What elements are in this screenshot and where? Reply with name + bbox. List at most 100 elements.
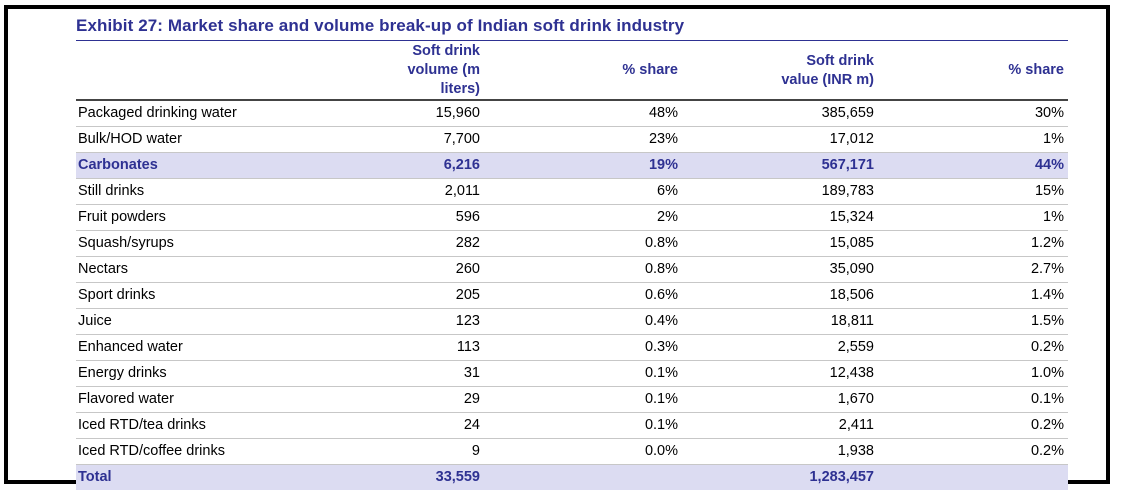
row-value-share: 44% xyxy=(878,153,1068,179)
header-value-share: % share xyxy=(878,42,1068,100)
row-value-share: 1.0% xyxy=(878,361,1068,387)
row-value: 189,783 xyxy=(682,179,878,205)
row-volume-share: 0.4% xyxy=(484,309,682,335)
row-value-share: 1% xyxy=(878,205,1068,231)
row-volume: 2,011 xyxy=(366,179,484,205)
row-volume: 24 xyxy=(366,413,484,439)
row-category: Fruit powders xyxy=(76,205,366,231)
row-volume-share: 0.1% xyxy=(484,361,682,387)
row-value-share: 0.2% xyxy=(878,413,1068,439)
row-value-share: 0.2% xyxy=(878,439,1068,465)
row-volume: 31 xyxy=(366,361,484,387)
row-volume-share: 0.6% xyxy=(484,283,682,309)
row-value-share: 30% xyxy=(878,100,1068,127)
row-volume-share: 0.1% xyxy=(484,387,682,413)
row-volume: 596 xyxy=(366,205,484,231)
row-volume-share: 48% xyxy=(484,100,682,127)
market-share-table: Soft drink volume (m liters) % share Sof… xyxy=(76,42,1068,490)
row-value: 385,659 xyxy=(682,100,878,127)
row-category: Carbonates xyxy=(76,153,366,179)
row-value: 1,938 xyxy=(682,439,878,465)
row-value-share xyxy=(878,465,1068,490)
row-category: Enhanced water xyxy=(76,335,366,361)
row-volume: 9 xyxy=(366,439,484,465)
row-category: Bulk/HOD water xyxy=(76,127,366,153)
header-value-line1: Soft drink xyxy=(806,53,874,69)
exhibit-title: Exhibit 27: Market share and volume brea… xyxy=(76,16,684,36)
header-volume-line2: volume (m liters) xyxy=(407,62,480,97)
row-volume-share: 2% xyxy=(484,205,682,231)
row-volume: 113 xyxy=(366,335,484,361)
header-value-line2: value (INR m) xyxy=(781,72,874,88)
row-volume-share: 0.3% xyxy=(484,335,682,361)
header-category xyxy=(76,42,366,100)
row-value: 2,559 xyxy=(682,335,878,361)
row-volume: 123 xyxy=(366,309,484,335)
row-volume-share: 0.8% xyxy=(484,257,682,283)
row-category: Iced RTD/tea drinks xyxy=(76,413,366,439)
row-value: 17,012 xyxy=(682,127,878,153)
row-value-share: 1.4% xyxy=(878,283,1068,309)
row-value: 15,324 xyxy=(682,205,878,231)
row-volume-share: 23% xyxy=(484,127,682,153)
header-row: Soft drink volume (m liters) % share Sof… xyxy=(76,42,1068,100)
row-value-share: 1.5% xyxy=(878,309,1068,335)
row-category: Nectars xyxy=(76,257,366,283)
row-value: 567,171 xyxy=(682,153,878,179)
row-value-share: 2.7% xyxy=(878,257,1068,283)
row-value: 12,438 xyxy=(682,361,878,387)
row-category: Packaged drinking water xyxy=(76,100,366,127)
row-value: 18,506 xyxy=(682,283,878,309)
row-volume-share: 19% xyxy=(484,153,682,179)
row-volume-share: 0.8% xyxy=(484,231,682,257)
row-category: Flavored water xyxy=(76,387,366,413)
row-category: Squash/syrups xyxy=(76,231,366,257)
row-value-share: 1% xyxy=(878,127,1068,153)
row-volume-share xyxy=(484,465,682,490)
title-divider xyxy=(76,40,1068,41)
row-volume: 260 xyxy=(366,257,484,283)
row-value: 1,670 xyxy=(682,387,878,413)
row-value-share: 0.1% xyxy=(878,387,1068,413)
row-volume: 7,700 xyxy=(366,127,484,153)
row-volume-share: 6% xyxy=(484,179,682,205)
header-value: Soft drink value (INR m) xyxy=(682,42,878,100)
header-volume-line1: Soft drink xyxy=(412,43,480,59)
row-value: 35,090 xyxy=(682,257,878,283)
row-value: 2,411 xyxy=(682,413,878,439)
row-volume: 282 xyxy=(366,231,484,257)
header-volume: Soft drink volume (m liters) xyxy=(366,42,484,100)
row-value: 18,811 xyxy=(682,309,878,335)
row-value-share: 0.2% xyxy=(878,335,1068,361)
row-category: Still drinks xyxy=(76,179,366,205)
row-volume: 6,216 xyxy=(366,153,484,179)
row-volume: 15,960 xyxy=(366,100,484,127)
row-volume: 33,559 xyxy=(366,465,484,490)
row-volume-share: 0.0% xyxy=(484,439,682,465)
row-category: Iced RTD/coffee drinks xyxy=(76,439,366,465)
row-category: Energy drinks xyxy=(76,361,366,387)
header-volume-share: % share xyxy=(484,42,682,100)
row-category: Juice xyxy=(76,309,366,335)
row-value: 15,085 xyxy=(682,231,878,257)
row-volume: 205 xyxy=(366,283,484,309)
row-volume: 29 xyxy=(366,387,484,413)
row-value: 1,283,457 xyxy=(682,465,878,490)
row-category: Sport drinks xyxy=(76,283,366,309)
row-value-share: 1.2% xyxy=(878,231,1068,257)
row-category: Total xyxy=(76,465,366,490)
row-value-share: 15% xyxy=(878,179,1068,205)
